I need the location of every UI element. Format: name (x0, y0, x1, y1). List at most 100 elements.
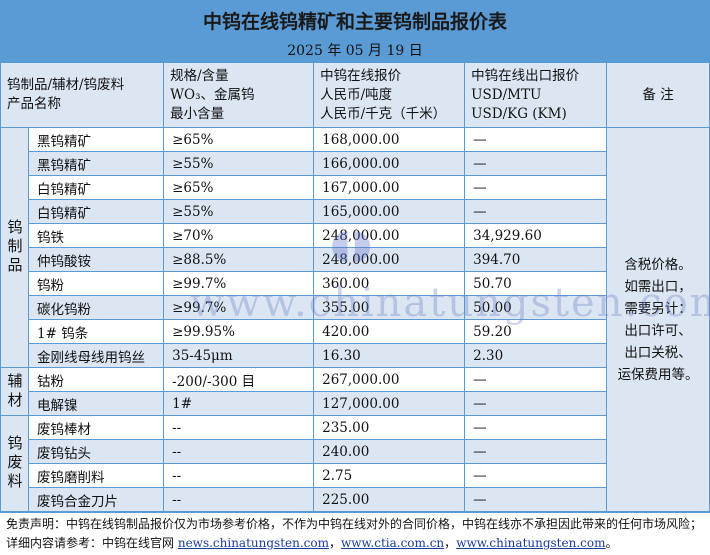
product-name: 钨粉 (27, 271, 165, 296)
price-cny: 168,000.00 (313, 127, 466, 152)
table-row: 辅材 钴粉 -200/-300 目 267,000.00— (0, 367, 710, 416)
table-row: 白钨精矿 ≥65% 167,000.00— (1, 175, 710, 200)
header-remark: 备 注 (606, 62, 710, 128)
remark-line: 出口关税、 (624, 344, 692, 361)
table-row: 黑钨精矿 ≥55% 166,000.00— (1, 151, 710, 176)
header-line: 人民币/吨度 (320, 86, 393, 103)
price-usd: 2.30 (464, 343, 608, 368)
product-name: 钴粉 (27, 367, 165, 392)
price-usd: — (464, 463, 608, 488)
spec: -- (163, 415, 315, 440)
price-usd: — (464, 439, 608, 464)
header-line: 中钨在线出口报价 (471, 67, 580, 84)
product-name: 黑钨精矿 (27, 151, 165, 176)
spec: 1# (163, 391, 315, 416)
price-usd: — (464, 415, 608, 440)
price-usd: — (464, 487, 608, 512)
spec: ≥55% (163, 199, 315, 224)
price-table: 钨制品/辅材/钨废料 产品名称 规格/含量 WO₃、金属钨 最小含量 中钨在线报价 人民… (0, 62, 710, 512)
category-cell: 辅材 (0, 367, 29, 416)
table-row: 金刚线母线用钨丝 35-45μm 16.30 2.30 (1, 343, 710, 368)
table-header: 钨制品/辅材/钨废料 产品名称 规格/含量 WO₃、金属钨 最小含量 中钨在线报价 人民… (0, 62, 710, 128)
table-row: 钨粉 ≥99.7% 360.00 50.70 (1, 271, 710, 296)
category-cell: 钨制品 (0, 127, 29, 368)
table-row: 废钨磨削料 -- 2.75— (1, 463, 710, 488)
spec: ≥65% (163, 175, 315, 200)
price-cny: 167,000.00 (313, 175, 466, 200)
product-name: 废钨钻头 (27, 439, 165, 464)
price-cny: 165,000.00 (313, 199, 466, 224)
header-line: 人民币/千克（千米） (320, 105, 447, 122)
table-row: 钨制品 黑钨精矿 ≥65% 168,000.00— 含税价格。 如需出口， 需要另计： 出口许… (0, 127, 710, 512)
price-cny: 248,000.00 (313, 223, 466, 248)
price-usd: — (464, 127, 608, 152)
category-cell: 钨废料 (0, 415, 29, 512)
price-usd: 34,929.60 (464, 223, 608, 248)
price-date: 2025 年 05 月 19 日 (287, 43, 423, 59)
product-name: 废钨棒材 (27, 415, 165, 440)
page-title: 中钨在线钨精矿和主要钨制品报价表 (202, 11, 507, 33)
spec: -- (163, 463, 315, 488)
product-name: 碳化钨粉 (27, 295, 165, 320)
price-cny: 2.75 (313, 463, 466, 488)
product-name: 钨铁 (27, 223, 165, 248)
price-cny: 240.00 (313, 439, 466, 464)
remark-line: 如需出口， (624, 278, 692, 295)
spec: ≥99.95% (163, 319, 315, 344)
product-name: 白钨精矿 (27, 199, 165, 224)
spec: ≥65% (163, 127, 315, 152)
price-usd: 59.20 (464, 319, 608, 344)
product-name: 废钨磨削料 (27, 463, 165, 488)
price-usd: 50.00 (464, 295, 608, 320)
link-chinatungsten[interactable]: www.chinatungsten.com (456, 536, 606, 550)
header-line: 产品名称 (7, 96, 61, 112)
spec: 35-45μm (163, 343, 315, 368)
header-name: 钨制品/辅材/钨废料 产品名称 (0, 62, 165, 128)
spec: ≥99.7% (163, 295, 315, 320)
product-name: 金刚线母线用钨丝 (27, 343, 165, 368)
price-usd: 50.70 (464, 271, 608, 296)
price-cny: 127,000.00 (313, 391, 466, 416)
product-name: 仲钨酸铵 (27, 247, 165, 272)
header-line: USD/KG (KM) (471, 105, 567, 122)
remark-line: 需要另计： (624, 300, 692, 317)
remark-line: 出口许可、 (624, 322, 692, 339)
spec: -200/-300 目 (163, 367, 315, 392)
price-usd: 394.70 (464, 247, 608, 272)
disclaimer: 免责声明：中钨在线钨制品报价仅为市场参考价格，不作为中钨在线对外的合同价格，中钨… (6, 517, 703, 531)
table-row: 钨铁 ≥70% 248,000.00 34,929.60 (1, 223, 710, 248)
link-news[interactable]: news.chinatungsten.com (177, 536, 329, 550)
spec: ≥70% (163, 223, 315, 248)
remark-cell: 含税价格。 如需出口， 需要另计： 出口许可、 出口关税、 运保费用等。 (606, 127, 710, 512)
reference-line: 详细内容请参考：中钨在线官网 news.chinatungsten.com，ww… (6, 536, 618, 550)
table-row: 钨废料 废钨棒材 -- 235.00— (0, 415, 710, 512)
product-name: 白钨精矿 (27, 175, 165, 200)
remark-line: 运保费用等。 (617, 366, 699, 383)
header-export: 中钨在线出口报价 USD/MTU USD/KG (KM) (464, 62, 608, 128)
header-line: 中钨在线报价 (320, 67, 402, 84)
price-usd: — (464, 151, 608, 176)
price-usd: — (464, 175, 608, 200)
header-spec: 规格/含量 WO₃、金属钨 最小含量 (163, 62, 315, 128)
product-name: 废钨合金刀片 (27, 487, 165, 512)
price-cny: 248,000.00 (313, 247, 466, 272)
header-line: 钨制品/辅材/钨废料 (7, 77, 125, 93)
price-cny: 225.00 (313, 487, 466, 512)
price-cny: 360.00 (313, 271, 466, 296)
product-name: 电解镍 (27, 391, 165, 416)
price-cny: 267,000.00 (313, 367, 466, 392)
link-ctia[interactable]: www.ctia.com.cn (341, 536, 445, 550)
price-cny: 16.30 (313, 343, 466, 368)
header-line: 最小含量 (170, 105, 225, 122)
reference-label: 详细内容请参考：中钨在线官网 (6, 536, 175, 550)
spec: ≥88.5% (163, 247, 315, 272)
price-usd: — (464, 391, 608, 416)
table-row: 仲钨酸铵 ≥88.5% 248,000.00 394.70 (1, 247, 710, 272)
price-usd: — (464, 367, 608, 392)
header-line: 规格/含量 (170, 67, 229, 84)
table-row: 废钨合金刀片 -- 225.00— (1, 487, 710, 512)
table-row: 电解镍 1# 127,000.00— (1, 391, 710, 416)
spec: -- (163, 487, 315, 512)
header-line: USD/MTU (471, 86, 542, 103)
header-line: WO₃、金属钨 (170, 86, 255, 103)
